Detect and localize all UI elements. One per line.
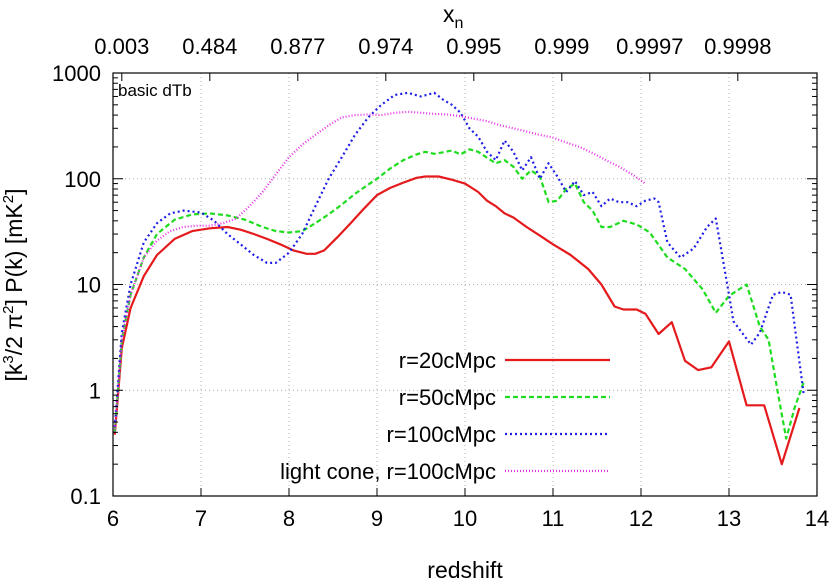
y-tick-label: 1000 bbox=[52, 61, 101, 86]
series-lines bbox=[113, 91, 805, 466]
y-axis-label-c: ] P(k) [mK bbox=[1, 203, 27, 306]
grid bbox=[113, 73, 817, 496]
annotation-label: basic dTb bbox=[118, 81, 192, 100]
x-tick-label: 8 bbox=[283, 506, 295, 531]
y-axis-label-c-sup: 2 bbox=[0, 195, 17, 203]
legend: r=20cMpc r=50cMpc r=100cMpc light cone, r=1… bbox=[280, 348, 610, 484]
x-tick-label: 9 bbox=[371, 506, 383, 531]
y-axis-label-b-sup: 2 bbox=[0, 305, 17, 313]
x-tick-label: 14 bbox=[805, 506, 829, 531]
top-tick-label: 0.9998 bbox=[704, 34, 771, 59]
legend-label-2: r=50cMpc bbox=[399, 385, 496, 410]
series-line-3 bbox=[113, 91, 805, 427]
y-tick-label: 1 bbox=[89, 378, 101, 403]
top-tick-label: 0.974 bbox=[358, 34, 413, 59]
legend-label-1: r=20cMpc bbox=[399, 348, 496, 373]
y-tick-label: 10 bbox=[77, 273, 101, 298]
top-axis-label-sub: n bbox=[455, 15, 464, 32]
ticks bbox=[112, 72, 818, 497]
y-tick-label: 0.1 bbox=[70, 484, 101, 509]
top-tick-label: 0.995 bbox=[446, 34, 501, 59]
top-axis-label-main: x bbox=[443, 1, 455, 27]
top-tick-label: 0.9997 bbox=[616, 34, 683, 59]
top-tick-labels: 0.003 0.484 0.877 0.974 0.995 0.999 0.9997 0.99… bbox=[94, 34, 771, 59]
legend-label-3: r=100cMpc bbox=[387, 422, 496, 447]
x-tick-label: 13 bbox=[717, 506, 741, 531]
x-tick-label: 10 bbox=[453, 506, 477, 531]
y-axis-label-a: [k bbox=[1, 363, 27, 381]
x-tick-labels: 6 7 8 9 10 11 12 13 14 bbox=[107, 506, 829, 531]
series-line-1 bbox=[113, 175, 801, 466]
series-line-2 bbox=[113, 148, 805, 440]
series-line-4 bbox=[113, 110, 647, 433]
top-axis-label: xn bbox=[443, 1, 463, 32]
x-axis-label: redshift bbox=[427, 557, 503, 581]
y-axis-label: [k3/2 π2] P(k) [mK2] bbox=[0, 189, 27, 382]
x-tick-label: 12 bbox=[629, 506, 653, 531]
y-axis-label-b: /2 π bbox=[1, 314, 27, 355]
top-tick-label: 0.003 bbox=[94, 34, 149, 59]
x-tick-label: 11 bbox=[542, 506, 565, 531]
x-tick-label: 6 bbox=[107, 506, 119, 531]
legend-label-4: light cone, r=100cMpc bbox=[280, 459, 496, 484]
y-axis-label-a-sup: 3 bbox=[0, 355, 17, 363]
top-tick-label: 0.484 bbox=[182, 34, 237, 59]
y-axis-label-d: ] bbox=[1, 189, 27, 195]
top-tick-label: 0.999 bbox=[534, 34, 589, 59]
y-tick-labels: 0.1 1 10 100 1000 bbox=[52, 61, 101, 509]
y-tick-label: 100 bbox=[64, 167, 101, 192]
x-tick-label: 7 bbox=[195, 506, 207, 531]
top-tick-label: 0.877 bbox=[270, 34, 325, 59]
